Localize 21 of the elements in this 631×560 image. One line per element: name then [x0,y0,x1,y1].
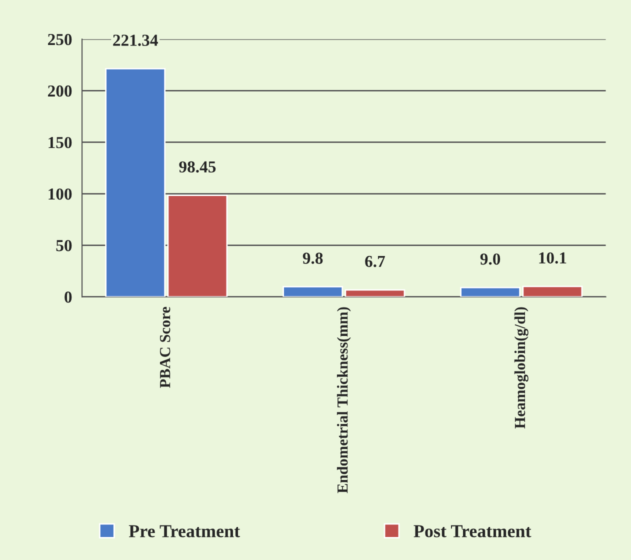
x-tick-label: PBAC Score [160,306,170,388]
x-tick-label: Endometrial Thickness(mm) [336,307,351,494]
legend-label: Post Treatment [414,525,532,538]
bar [105,68,166,297]
bar [344,289,406,297]
legend-label: Pre Treatment [128,525,240,538]
y-tick-label: 150 [48,136,72,148]
bar [167,194,228,297]
data-label: 9.0 [480,253,500,265]
data-label: 10.1 [539,252,566,264]
data-label: 98.45 [179,161,216,173]
x-tick-label: Heamoglobin(g/dl) [514,307,528,428]
data-label: 6.7 [365,256,385,268]
y-tick-label: 100 [48,188,72,200]
y-tick-label: 250 [48,34,72,46]
data-label: 221.34 [113,34,158,46]
bar [282,286,344,297]
y-tick-label: 0 [64,292,72,303]
data-label: 9.8 [302,252,323,264]
y-tick-label: 200 [48,85,72,97]
y-tick-label: 50 [56,240,72,252]
